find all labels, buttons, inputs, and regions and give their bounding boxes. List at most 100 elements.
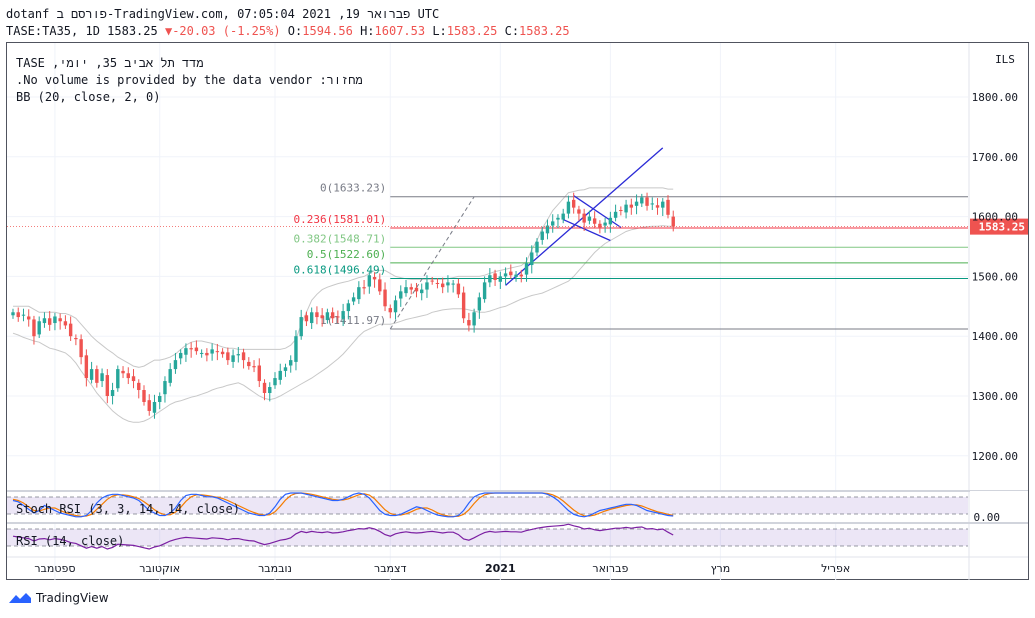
candle-body bbox=[645, 197, 649, 206]
candle-body bbox=[571, 199, 576, 208]
candle-body bbox=[220, 351, 225, 355]
high-label: H: bbox=[360, 24, 375, 38]
x-tick-label: נובמבר bbox=[258, 562, 292, 575]
x-tick-label: פברואר bbox=[592, 562, 628, 575]
candle-body bbox=[252, 366, 256, 368]
candle-body bbox=[289, 360, 293, 366]
y-tick-label: 1200.00 bbox=[972, 450, 1018, 463]
low-value: 1583.25 bbox=[446, 24, 498, 38]
candle-body bbox=[503, 273, 508, 277]
candle-body bbox=[79, 339, 83, 358]
candle-body bbox=[11, 312, 15, 316]
candle-body bbox=[399, 291, 403, 299]
down-arrow-icon: ▼ bbox=[164, 24, 173, 38]
candle-body bbox=[661, 201, 665, 208]
candle-body bbox=[231, 355, 235, 362]
candle-body bbox=[147, 400, 151, 411]
high-value: 1607.53 bbox=[374, 24, 426, 38]
candle-body bbox=[383, 289, 387, 307]
tradingview-brand[interactable]: TradingView bbox=[8, 591, 109, 605]
candle-body bbox=[577, 209, 581, 214]
candle-body bbox=[262, 382, 267, 394]
candle-body bbox=[613, 211, 618, 218]
publication-info: dotanf פורסם ב-TradingView.com, פברואר 1… bbox=[6, 7, 440, 21]
candle-body bbox=[199, 352, 204, 354]
channel-line bbox=[573, 195, 622, 228]
candle-body bbox=[619, 210, 623, 212]
candle-body bbox=[210, 349, 214, 354]
candle-body bbox=[608, 217, 613, 225]
stoch-rsi-label: Stoch RSI (3, 3, 14, 14, close) bbox=[16, 502, 240, 516]
candle-body bbox=[27, 316, 31, 320]
y-tick-label: 1700.00 bbox=[972, 151, 1018, 164]
price-change: -20.03 (-1.25%) bbox=[172, 24, 281, 38]
candle-body bbox=[545, 225, 550, 234]
y-tick-label: 1400.00 bbox=[972, 330, 1018, 343]
candle-body bbox=[451, 283, 455, 285]
candle-body bbox=[430, 280, 434, 282]
rsi-label: RSI (14, close) bbox=[16, 534, 125, 548]
candle-body bbox=[524, 263, 529, 275]
candle-body bbox=[440, 283, 445, 288]
candle-body bbox=[53, 316, 57, 324]
rsi-band-fill bbox=[7, 529, 968, 546]
candle-body bbox=[315, 312, 319, 318]
candle-body bbox=[472, 312, 476, 326]
candle-body bbox=[110, 390, 115, 396]
x-tick-label: דצמבר bbox=[374, 562, 407, 575]
candle-body bbox=[671, 216, 675, 227]
candle-body bbox=[592, 218, 597, 224]
candle-body bbox=[420, 289, 424, 294]
symbol-price: TASE:TA35, 1D 1583.25 bbox=[6, 24, 158, 38]
symbol-ohlc-line: TASE:TA35, 1D 1583.25 ▼-20.03 (-1.25%) O… bbox=[6, 24, 570, 38]
candle-body bbox=[131, 376, 136, 382]
candle-body bbox=[16, 312, 20, 318]
candle-body bbox=[47, 318, 52, 325]
candle-body bbox=[241, 352, 246, 361]
y-tick-label: 1600.00 bbox=[972, 211, 1018, 224]
x-tick-label: ספטמבר bbox=[34, 562, 75, 575]
x-tick-label: 2021 bbox=[485, 562, 516, 575]
candle-body bbox=[634, 201, 639, 206]
legend-volume: מחזור: No volume is provided by the data… bbox=[16, 73, 363, 87]
candle-body bbox=[320, 315, 324, 319]
candle-body bbox=[624, 204, 628, 213]
stoch-axis-label: 0.00 bbox=[974, 511, 1001, 524]
candle-body bbox=[68, 323, 73, 337]
candle-body bbox=[378, 279, 382, 292]
candle-body bbox=[566, 201, 571, 214]
candle-body bbox=[514, 274, 518, 277]
candle-body bbox=[121, 370, 125, 374]
x-tick-label: אפריל bbox=[821, 562, 850, 575]
candle-body bbox=[409, 287, 413, 290]
y-tick-label: 1800.00 bbox=[972, 91, 1018, 104]
candle-body bbox=[629, 204, 634, 208]
rsi-line bbox=[12, 523, 674, 550]
open-value: 1594.56 bbox=[302, 24, 353, 38]
candle-body bbox=[294, 336, 298, 362]
bb-upper-band bbox=[13, 187, 674, 368]
candle-body bbox=[268, 387, 272, 394]
candle-body bbox=[587, 216, 592, 221]
candle-body bbox=[435, 282, 440, 284]
tradingview-logo-icon bbox=[9, 593, 31, 603]
candle-body bbox=[372, 276, 377, 280]
candle-body bbox=[226, 352, 230, 361]
y-tick-label: 1500.00 bbox=[972, 270, 1018, 283]
candle-body bbox=[304, 315, 309, 322]
fib-level-label: 0.382(1548.71) bbox=[294, 232, 387, 245]
candle-body bbox=[582, 213, 586, 223]
candle-body bbox=[21, 314, 26, 316]
candle-body bbox=[74, 337, 78, 340]
x-tick-label: מרץ bbox=[711, 562, 731, 575]
chart-frame[interactable] bbox=[6, 42, 1029, 580]
candle-body bbox=[551, 221, 555, 226]
candle-body bbox=[598, 223, 602, 228]
stoch-d-line bbox=[12, 492, 674, 518]
candle-body bbox=[257, 365, 261, 382]
candle-body bbox=[168, 369, 172, 383]
candle-body bbox=[158, 396, 162, 402]
candle-body bbox=[393, 300, 398, 313]
candle-body bbox=[556, 217, 560, 220]
